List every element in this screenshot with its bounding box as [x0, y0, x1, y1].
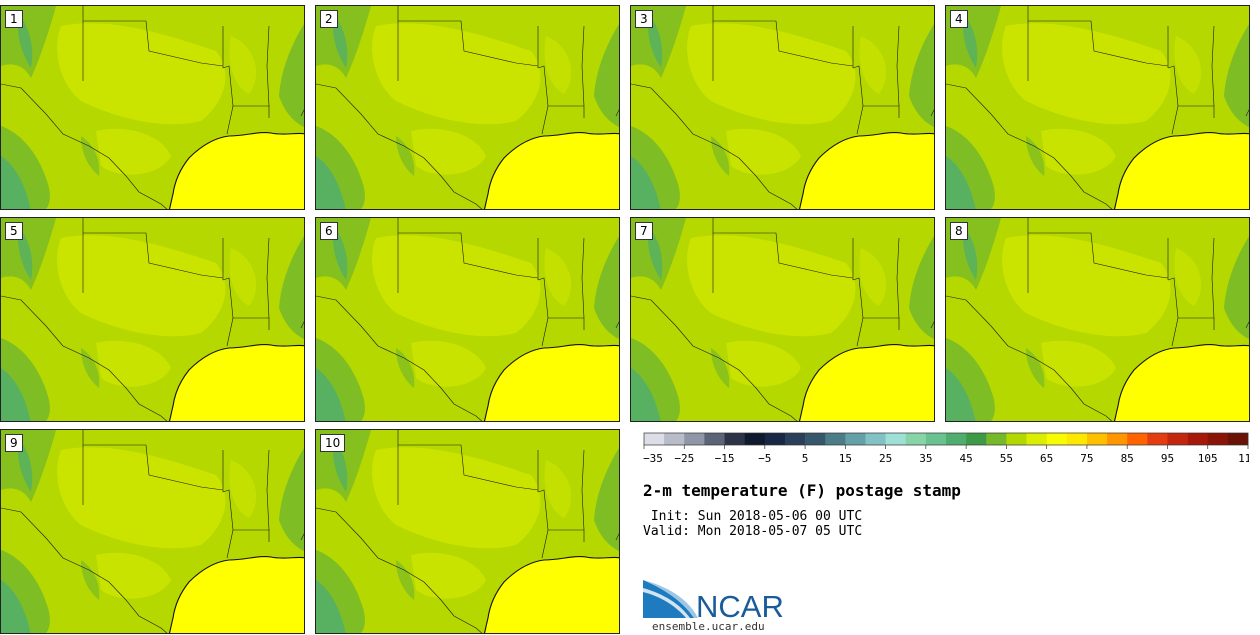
- colorbar-tick-label: 115: [1238, 452, 1249, 465]
- colorbar-tick-label: 105: [1198, 452, 1218, 465]
- temperature-colorbar: −35 −25 −15 −5 5 15 25 35 45 55 65 75 85 95 105 115: [643, 432, 1249, 465]
- colorbar-tick-label: −35: [643, 452, 663, 465]
- member-label: 8: [950, 222, 968, 240]
- member-panel: 10: [315, 429, 620, 634]
- member-panel: 3: [630, 5, 935, 210]
- member-label: 3: [635, 10, 653, 28]
- colorbar-bin: [966, 433, 987, 445]
- member-label: 6: [320, 222, 338, 240]
- colorbar-bin: [1046, 433, 1068, 445]
- colorbar-tick-label: 15: [839, 452, 852, 465]
- colorbar-bin: [724, 433, 745, 445]
- colorbar-bin: [644, 433, 665, 445]
- member-label: 7: [635, 222, 653, 240]
- colorbar-tick-label: 25: [879, 452, 892, 465]
- colorbar-bin: [925, 433, 947, 445]
- colorbar-tick-label: 75: [1080, 452, 1093, 465]
- colorbar-bin: [1026, 433, 1047, 445]
- colorbar-tick-label: 45: [960, 452, 973, 465]
- colorbar-bin: [664, 433, 685, 445]
- colorbar-tick-label: 85: [1121, 452, 1134, 465]
- member-panel: 6: [315, 217, 620, 422]
- colorbar-bin: [905, 433, 927, 445]
- colorbar-bin: [1107, 433, 1128, 445]
- colorbar-bin: [1227, 433, 1249, 445]
- colorbar-bin: [865, 433, 886, 445]
- colorbar-bin: [1006, 433, 1027, 445]
- colorbar-tick-label: −25: [674, 452, 694, 465]
- colorbar-bin: [1147, 433, 1168, 445]
- member-panel: 5: [0, 217, 305, 422]
- member-label: 2: [320, 10, 338, 28]
- init-time: Init: Sun 2018-05-06 00 UTC: [643, 509, 863, 524]
- member-panel: 8: [945, 217, 1250, 422]
- colorbar-tick-label: 5: [802, 452, 809, 465]
- colorbar-tick-label: 55: [1000, 452, 1013, 465]
- colorbar-bin: [885, 433, 907, 445]
- colorbar-bin: [845, 433, 866, 445]
- colorbar-bin: [684, 433, 705, 445]
- colorbar-bin: [805, 433, 826, 445]
- colorbar-tick-label: 65: [1040, 452, 1053, 465]
- chart-title: 2-m temperature (F) postage stamp: [643, 481, 961, 500]
- colorbar-bin: [1167, 433, 1188, 445]
- colorbar-tick-label: 35: [919, 452, 932, 465]
- ensemble-url: ensemble.ucar.edu: [652, 620, 765, 633]
- colorbar-bin: [1066, 433, 1088, 445]
- colorbar-tick-label: −5: [758, 452, 771, 465]
- colorbar-bin: [744, 433, 766, 445]
- colorbar-bin: [1207, 433, 1229, 445]
- member-label: 4: [950, 10, 968, 28]
- member-label: 9: [5, 434, 23, 452]
- colorbar-bin: [1127, 433, 1148, 445]
- colorbar-tick-label: 95: [1161, 452, 1174, 465]
- member-panel: 2: [315, 5, 620, 210]
- member-label: 5: [5, 222, 23, 240]
- member-panel: 9: [0, 429, 305, 634]
- member-label: 1: [5, 10, 23, 28]
- ncar-wordmark: NCAR: [696, 589, 784, 622]
- colorbar-bin: [986, 433, 1007, 445]
- valid-time: Valid: Mon 2018-05-07 05 UTC: [643, 524, 863, 539]
- colorbar-bin: [1187, 433, 1209, 445]
- colorbar-tick-label: −15: [715, 452, 735, 465]
- colorbar-frame: [643, 432, 1249, 446]
- colorbar-bin: [704, 433, 725, 445]
- colorbar-bin: [784, 433, 806, 445]
- member-panel: 4: [945, 5, 1250, 210]
- member-label: 10: [320, 434, 346, 452]
- colorbar-bin: [764, 433, 786, 445]
- member-panel: 1: [0, 5, 305, 210]
- colorbar-bin: [1086, 433, 1108, 445]
- colorbar-bin: [946, 433, 967, 445]
- member-panel: 7: [630, 217, 935, 422]
- colorbar-bin: [825, 433, 846, 445]
- ncar-logo: NCAR: [643, 580, 784, 622]
